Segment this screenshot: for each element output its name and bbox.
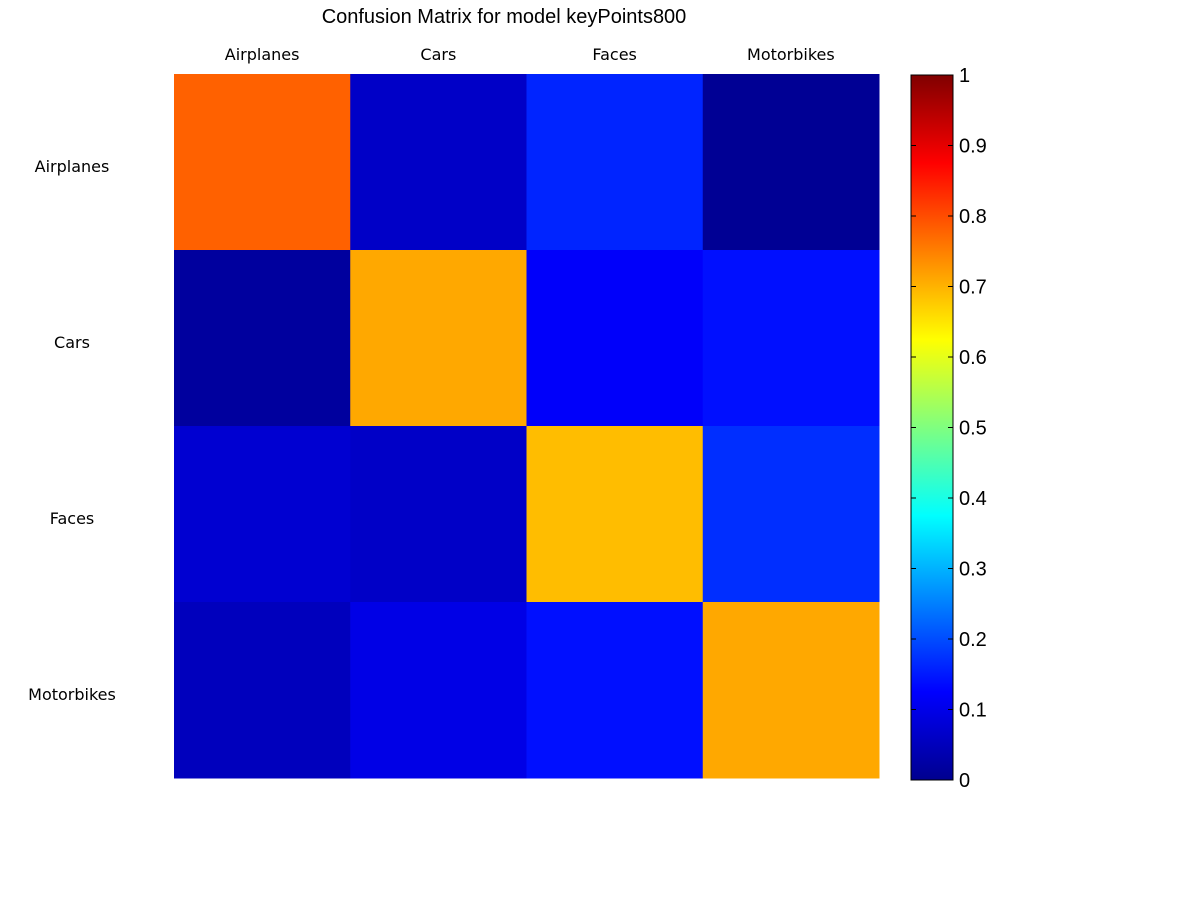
colorbar-tick-label: 0.3 <box>959 559 987 581</box>
column-label: Airplanes <box>225 45 300 64</box>
colorbar-ticks: 0 0.1 0.2 0.3 0.4 0.5 0.6 0.7 0.8 0.9 1 <box>911 65 987 792</box>
colorbar-gradient <box>910 74 954 781</box>
heatmap-cell <box>702 426 880 603</box>
heatmap-cell <box>174 602 351 779</box>
heatmap-cell <box>702 74 880 251</box>
heatmap-cell <box>526 602 704 779</box>
row-label: Airplanes <box>35 157 110 176</box>
column-labels: Airplanes Cars Faces Motorbikes <box>225 45 835 64</box>
heatmap-cell <box>526 426 704 603</box>
column-label: Faces <box>592 45 637 64</box>
colorbar-tick-label: 0 <box>959 770 970 792</box>
colorbar <box>910 74 954 781</box>
colorbar-tick-label: 0.4 <box>959 488 987 510</box>
heatmap-cell <box>350 250 527 427</box>
colorbar-tick-label: 0.7 <box>959 277 987 299</box>
row-labels: Airplanes Cars Faces Motorbikes <box>28 157 116 704</box>
heatmap-cell <box>350 426 527 603</box>
colorbar-tick-label: 0.1 <box>959 700 987 722</box>
row-label: Motorbikes <box>28 685 116 704</box>
heatmap-cell <box>702 250 880 427</box>
heatmap-cell <box>174 250 351 427</box>
column-label: Cars <box>420 45 456 64</box>
chart-title: Confusion Matrix for model keyPoints800 <box>322 6 687 28</box>
colorbar-tick-label: 1 <box>959 65 970 87</box>
colorbar-tick-label: 0.9 <box>959 136 987 158</box>
row-label: Faces <box>50 509 95 528</box>
colorbar-tick-label: 0.2 <box>959 629 987 651</box>
heatmap-cell <box>350 602 527 779</box>
row-label: Cars <box>54 333 90 352</box>
colorbar-tick-label: 0.6 <box>959 347 987 369</box>
heatmap-cell <box>174 426 351 603</box>
colorbar-tick-label: 0.8 <box>959 206 987 228</box>
heatmap-cell <box>702 602 880 779</box>
heatmap-cell <box>174 74 351 251</box>
column-label: Motorbikes <box>747 45 835 64</box>
heatmap-cell <box>350 74 527 251</box>
colorbar-tick-label: 0.5 <box>959 418 987 440</box>
heatmap-cells <box>174 74 880 779</box>
heatmap-cell <box>526 74 704 251</box>
heatmap-cell <box>526 250 704 427</box>
